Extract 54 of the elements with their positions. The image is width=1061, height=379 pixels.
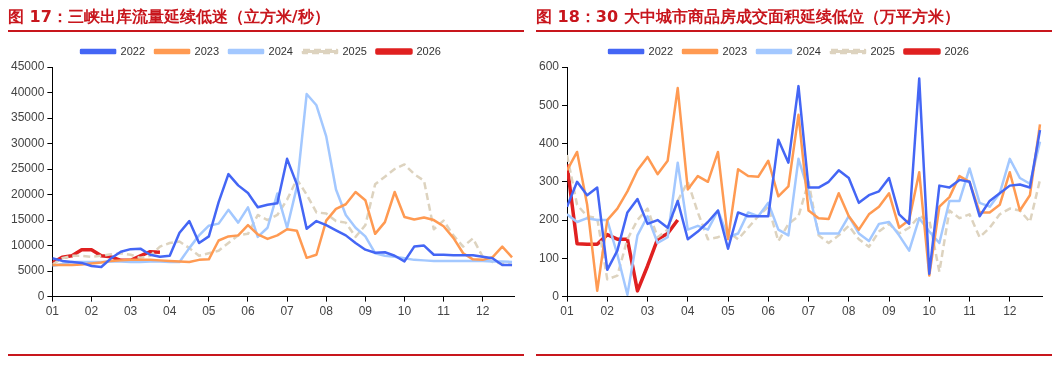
y-tick-label: 0 (552, 288, 560, 303)
x-tick-label: 11 (437, 304, 451, 319)
legend-label: 2026 (416, 44, 441, 57)
legend-label: 2024 (268, 44, 293, 57)
x-tick-label: 08 (842, 304, 856, 319)
x-tick-label: 11 (963, 304, 977, 319)
chart-title: 图 17：三峡出库流量延续低迷（立方米/秒） (8, 6, 331, 28)
y-tick-label: 10000 (10, 237, 45, 252)
y-tick-label: 400 (538, 135, 560, 150)
legend-label: 2022 (120, 44, 146, 57)
x-tick-label: 02 (84, 304, 99, 319)
x-tick-label: 09 (358, 304, 373, 319)
x-tick-label: 07 (280, 304, 295, 319)
x-tick-label: 08 (319, 304, 334, 319)
x-tick-label: 12 (476, 304, 490, 319)
x-tick-label: 10 (397, 304, 412, 319)
x-tick-label: 06 (761, 304, 776, 319)
x-tick-label: 07 (801, 304, 816, 319)
y-tick-label: 25000 (10, 161, 45, 176)
x-tick-label: 05 (721, 304, 736, 319)
x-tick-label: 01 (45, 304, 60, 319)
x-tick-label: 03 (640, 304, 655, 319)
x-tick-label: 04 (681, 304, 695, 319)
y-tick-label: 40000 (10, 84, 45, 99)
y-tick-label: 35000 (10, 110, 45, 125)
legend-label: 2025 (342, 44, 367, 57)
x-tick-label: 05 (202, 304, 216, 319)
x-tick-label: 04 (163, 304, 177, 319)
x-tick-label: 01 (560, 304, 575, 319)
y-tick-label: 600 (538, 59, 560, 74)
x-tick-label: 06 (241, 304, 255, 319)
legend-label: 2024 (796, 44, 821, 57)
y-tick-label: 20000 (10, 186, 45, 201)
x-tick-label: 10 (922, 304, 937, 319)
y-tick-label: 0 (37, 288, 45, 303)
legend-label: 2025 (870, 44, 895, 57)
legend-label: 2026 (944, 44, 969, 57)
y-tick-label: 500 (538, 97, 560, 112)
legend-label: 2023 (194, 44, 220, 57)
x-tick-label: 12 (1003, 304, 1017, 319)
y-tick-label: 300 (538, 174, 560, 189)
chart-title: 图 18：30 大中城市商品房成交面积延续低位（万平方米） (536, 6, 961, 28)
y-tick-label: 200 (538, 212, 560, 227)
y-tick-label: 100 (538, 250, 560, 265)
x-tick-label: 09 (882, 304, 897, 319)
y-tick-label: 15000 (10, 212, 45, 227)
y-tick-label: 45000 (10, 59, 45, 74)
y-tick-label: 30000 (10, 135, 45, 150)
x-tick-label: 03 (123, 304, 138, 319)
legend-label: 2023 (722, 44, 748, 57)
x-tick-label: 02 (600, 304, 615, 319)
legend-label: 2022 (648, 44, 674, 57)
line-series (567, 153, 1042, 281)
y-tick-label: 5000 (17, 263, 45, 278)
